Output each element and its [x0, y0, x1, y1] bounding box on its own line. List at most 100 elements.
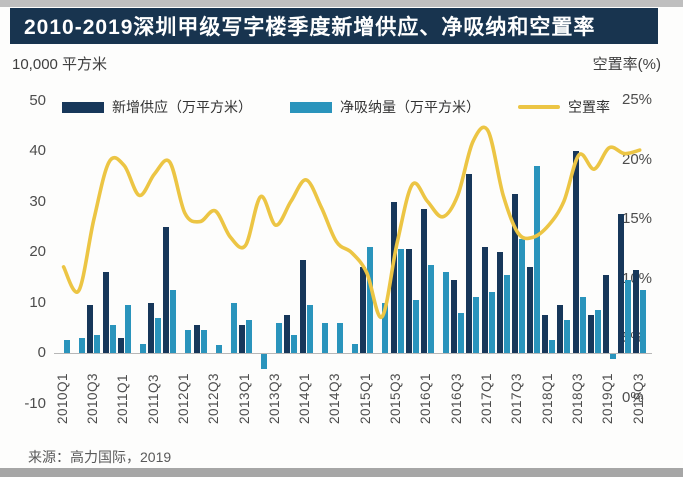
absorption-bar — [306, 305, 313, 353]
x-axis-tick: 2014Q3 — [327, 372, 343, 424]
supply-bar — [557, 305, 564, 353]
y-axis-left-tick: -10 — [24, 394, 46, 412]
supply-bar — [466, 173, 473, 353]
right-axis-unit-label: 空置率(%) — [592, 56, 661, 73]
supply-swatch — [62, 101, 104, 113]
absorption-bar — [64, 340, 71, 353]
supply-bar — [511, 193, 518, 353]
absorption-bar — [139, 344, 146, 353]
absorption-bar — [124, 305, 131, 353]
legend-item-absorption: 净吸纳量（万平方米） — [290, 97, 480, 117]
absorption-bar — [443, 272, 450, 353]
x-axis-tick: 2016Q3 — [448, 372, 464, 424]
supply-bar — [618, 214, 624, 353]
y-axis-right-tick: 0% — [622, 389, 644, 406]
absorption-bar — [336, 322, 343, 353]
y-axis-right-tick: 15% — [622, 210, 653, 228]
absorption-bar — [518, 239, 525, 353]
absorption-bar — [594, 310, 601, 353]
absorption-bar — [215, 345, 222, 353]
absorption-bar — [382, 302, 389, 353]
legend-item-supply: 新增供应（万平方米） — [62, 97, 252, 117]
absorption-bar — [549, 340, 556, 353]
absorption-bar — [473, 297, 480, 353]
absorption-bar — [230, 302, 237, 353]
top-gray-strip — [0, 0, 683, 7]
absorption-bar — [291, 335, 298, 353]
absorption-bar — [640, 289, 647, 353]
absorption-bar — [367, 246, 374, 353]
x-axis-line — [54, 353, 652, 354]
x-axis-tick: 2013Q1 — [236, 372, 252, 424]
absorption-bar — [427, 264, 434, 353]
x-axis-tick: 2013Q3 — [266, 372, 282, 424]
absorption-bar — [503, 274, 510, 353]
supply-bar — [542, 315, 549, 353]
x-axis-tick: 2018Q1 — [539, 372, 555, 424]
supply-bar — [239, 325, 245, 353]
absorption-bar — [185, 330, 192, 353]
supply-bar — [451, 279, 458, 353]
supply-bar — [390, 201, 397, 353]
supply-bar — [481, 246, 488, 353]
absorption-bar — [534, 166, 541, 353]
y-axis-left-tick: 40 — [29, 142, 46, 159]
supply-bar — [587, 315, 594, 353]
supply-bar — [299, 259, 306, 353]
absorption-bar — [200, 330, 207, 353]
x-axis-tick: 2011Q1 — [115, 373, 131, 424]
absorption-bar — [397, 249, 404, 353]
x-axis-tick: 2010Q1 — [54, 372, 70, 424]
absorption-bar — [276, 322, 283, 353]
absorption-bar — [579, 297, 586, 353]
y-axis-right-tick: 20% — [622, 150, 653, 168]
absorption-bar — [109, 325, 116, 353]
legend-label-supply: 新增供应（万平方米） — [112, 99, 252, 115]
y-axis-left-tick: 10 — [29, 293, 46, 311]
supply-bar — [87, 305, 94, 353]
absorption-bar — [170, 289, 177, 353]
title-banner: 2010-2019深圳甲级写字楼季度新增供应、净吸纳和空置率 — [10, 8, 658, 44]
x-axis-tick: 2016Q1 — [418, 372, 434, 424]
absorption-bar — [458, 312, 465, 353]
supply-bar — [360, 267, 367, 353]
absorption-bar — [625, 279, 631, 353]
y-axis-left-tick: 50 — [29, 91, 46, 109]
x-axis-tick: 2017Q1 — [479, 372, 495, 424]
source-note: 来源：高力国际，2019 — [28, 449, 172, 465]
supply-bar — [163, 226, 170, 353]
left-axis-unit-label: 10,000 平方米 — [12, 56, 108, 73]
absorption-swatch — [290, 101, 332, 113]
x-axis-tick: 2012Q3 — [206, 372, 222, 424]
absorption-bar — [352, 343, 359, 353]
supply-bar — [527, 267, 534, 353]
y-axis-left-tick: 30 — [29, 192, 46, 210]
x-axis-tick: 2015Q3 — [388, 372, 404, 424]
bottom-gray-strip — [0, 468, 683, 477]
absorption-bar — [564, 320, 571, 353]
supply-bar — [148, 302, 155, 353]
x-axis-tick: 2012Q1 — [175, 372, 191, 424]
x-axis-tick: 2018Q3 — [570, 372, 586, 424]
x-axis-tick: 2011Q3 — [145, 373, 161, 424]
absorption-bar — [261, 354, 268, 370]
y-axis-left-tick: 20 — [29, 243, 46, 260]
supply-bar — [405, 249, 412, 353]
legend-label-vacancy: 空置率 — [568, 99, 610, 115]
absorption-bar — [412, 299, 419, 353]
y-axis-right-tick: 25% — [622, 91, 653, 108]
x-axis-tick: 2010Q3 — [84, 372, 100, 424]
absorption-bar — [488, 292, 495, 353]
legend-item-vacancy: 空置率 — [518, 97, 610, 117]
supply-bar — [572, 151, 579, 353]
supply-bar — [193, 325, 200, 353]
y-axis-left-tick: 0 — [37, 344, 46, 361]
supply-bar — [284, 315, 291, 353]
supply-bar — [420, 209, 427, 353]
supply-bar — [496, 252, 503, 353]
x-axis-tick: 2014Q1 — [297, 372, 313, 424]
vacancy-line-swatch — [518, 105, 560, 109]
absorption-bar — [94, 335, 101, 353]
legend: 新增供应（万平方米） 净吸纳量（万平方米） 空置率 — [62, 97, 610, 117]
